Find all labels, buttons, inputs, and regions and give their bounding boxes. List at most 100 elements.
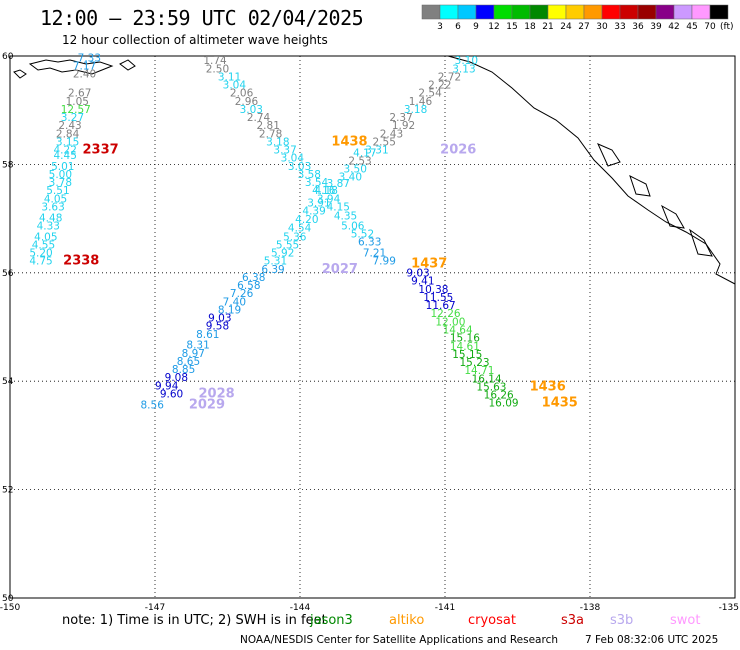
wave-height-label: 4.55 bbox=[32, 239, 55, 251]
satellite-legend-swot: swot bbox=[670, 613, 701, 628]
wave-height-label: 10.38 bbox=[418, 284, 448, 296]
satellite-legend-altiko: altiko bbox=[389, 613, 425, 628]
wave-height-label: 2.43 bbox=[380, 128, 403, 140]
colorbar-swatch bbox=[691, 4, 711, 20]
coastline-segment bbox=[447, 55, 736, 285]
wave-height-label: 12.26 bbox=[431, 308, 461, 320]
wave-height-label: 2.84 bbox=[56, 128, 80, 140]
wave-height-label: 4.20 bbox=[295, 214, 318, 226]
wave-height-label: 3.63 bbox=[41, 201, 64, 213]
wave-height-label: 16.14 bbox=[472, 373, 502, 385]
pass-time-label: 2338 bbox=[63, 254, 99, 269]
wave-height-label: 15.16 bbox=[450, 333, 480, 345]
colorbar-swatch bbox=[655, 4, 675, 20]
latitude-tick-label: 60 bbox=[2, 52, 14, 62]
wave-height-label: 3.04 bbox=[223, 80, 247, 92]
wave-height-label: 8.19 bbox=[218, 304, 241, 316]
wave-height-label: 11.55 bbox=[423, 292, 453, 304]
pass-time-label: 1438 bbox=[331, 134, 367, 149]
wave-height-label: 3.78 bbox=[49, 177, 72, 189]
wave-height-label: 3.31 bbox=[365, 145, 388, 157]
wave-height-label: 8.56 bbox=[141, 399, 165, 411]
coastline-segment bbox=[13, 69, 27, 79]
colorbar-tick-label: 9 bbox=[473, 22, 479, 32]
wave-height-label: 4.05 bbox=[44, 193, 67, 205]
wave-height-label: 4.17 bbox=[353, 147, 376, 159]
colorbar-tick-label: 3 bbox=[437, 22, 443, 32]
colorbar-tick-label: 42 bbox=[668, 22, 679, 32]
wave-height-label: 1.05 bbox=[66, 96, 89, 108]
wave-height-label: 9.58 bbox=[206, 321, 229, 333]
wave-height-label: 5.00 bbox=[49, 169, 72, 181]
wave-height-label: 3.50 bbox=[344, 164, 367, 176]
wave-height-label: 8.97 bbox=[182, 348, 205, 360]
wave-height-label: 3.58 bbox=[298, 169, 321, 181]
wave-height-label: 14.61 bbox=[450, 341, 480, 353]
altimeter-tracks: 7.337.172.402.671.0512.573.272.432.843.1… bbox=[29, 52, 578, 412]
colorbar-tick-label: 45 bbox=[686, 22, 697, 32]
coastline bbox=[13, 55, 736, 285]
wave-height-label: 2.22 bbox=[428, 80, 451, 92]
colorbar-swatch bbox=[583, 4, 603, 20]
wave-height-label: 5.31 bbox=[264, 256, 287, 268]
pass-time-label: 1437 bbox=[411, 256, 447, 271]
wave-height-label: 4.54 bbox=[288, 223, 312, 235]
wave-height-label: 4.05 bbox=[34, 231, 57, 243]
wave-height-label: 9.60 bbox=[160, 388, 183, 400]
wave-height-label: 14.64 bbox=[443, 325, 473, 337]
wave-height-label: 7.21 bbox=[363, 248, 386, 260]
longitude-tick-label: -141 bbox=[435, 603, 455, 613]
wave-height-label: 12.57 bbox=[61, 104, 91, 116]
wave-height-label: 8.65 bbox=[177, 356, 200, 368]
wave-height-label: 7.99 bbox=[373, 256, 396, 268]
wave-height-label: 9.03 bbox=[208, 313, 231, 325]
wave-height-label: 2.81 bbox=[257, 120, 280, 132]
wave-height-label: 1.74 bbox=[203, 55, 227, 67]
wave-height-label: 16.26 bbox=[484, 390, 514, 402]
wave-height-label: 6.38 bbox=[242, 272, 265, 284]
wave-height-label: 8.31 bbox=[186, 340, 209, 352]
footer-note: note: 1) Time is in UTC; 2) SWH is in fe… bbox=[62, 613, 327, 628]
wave-height-label: 1.46 bbox=[409, 96, 433, 108]
pass-time-label: 2026 bbox=[440, 143, 476, 158]
colorbar-tick-label: 15 bbox=[506, 22, 517, 32]
longitude-tick-label: -150 bbox=[0, 603, 20, 613]
wave-height-label: 3.18 bbox=[266, 136, 289, 148]
pass-time-label: 1436 bbox=[530, 379, 566, 394]
wave-height-label: 11.67 bbox=[426, 300, 456, 312]
colorbar-tick-label: 39 bbox=[650, 22, 662, 32]
colorbar-swatch bbox=[637, 4, 657, 20]
wave-height-label: 15.23 bbox=[460, 357, 490, 369]
wave-height-label: 2.43 bbox=[58, 120, 81, 132]
latitude-tick-label: 50 bbox=[2, 594, 14, 604]
colorbar-swatch bbox=[529, 4, 549, 20]
wave-height-label: 3.13 bbox=[452, 63, 475, 75]
wave-height-label: 3.18 bbox=[404, 104, 427, 116]
wave-height-label: 5.06 bbox=[341, 220, 365, 232]
colorbar-swatch bbox=[673, 4, 693, 20]
latitude-tick-label: 54 bbox=[2, 377, 14, 387]
satellite-legend-s3a: s3a bbox=[561, 613, 585, 628]
colorbar-tick-label: 12 bbox=[488, 22, 499, 32]
credits: NOAA/NESDIS Center for Satellite Applica… bbox=[240, 634, 558, 646]
satellite-legend-jason3: jason3 bbox=[310, 613, 353, 628]
wave-height-label: 3.87 bbox=[327, 178, 350, 190]
map-axes: -150 -147 -144 -141 -138 -135 60 58 56 54 52 50 bbox=[0, 52, 739, 613]
satellite-legend-s3b: s3b bbox=[610, 613, 634, 628]
coastline-segment bbox=[597, 143, 621, 167]
wave-height-label: 3.37 bbox=[273, 145, 296, 157]
wave-height-label: 5.36 bbox=[283, 231, 307, 243]
colorbar-unit: (ft) bbox=[720, 22, 734, 32]
wave-height-label: 15.63 bbox=[476, 381, 506, 393]
wave-height-label: 15.15 bbox=[452, 349, 482, 361]
colorbar-tick-label: 30 bbox=[596, 22, 608, 32]
wave-height-label: 3.54 bbox=[305, 177, 329, 189]
pass-time-label: 2027 bbox=[322, 262, 358, 277]
longitude-tick-label: -147 bbox=[145, 603, 165, 613]
colorbar-tick-label: 70 bbox=[704, 22, 716, 32]
colorbar-tick-label: 24 bbox=[560, 22, 572, 32]
wave-height-label: 3.40 bbox=[339, 172, 362, 184]
wave-height-label: 2.67 bbox=[68, 88, 91, 100]
coastline-segment bbox=[28, 59, 114, 75]
